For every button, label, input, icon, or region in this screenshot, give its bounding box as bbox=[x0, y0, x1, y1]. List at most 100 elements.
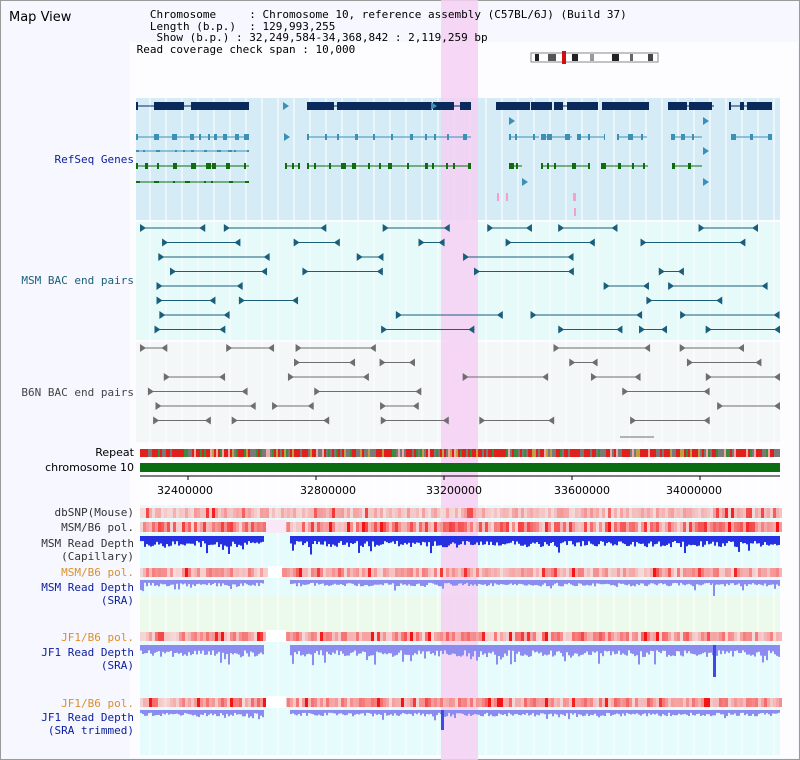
msm-bac-label[interactable]: MSM BAC end pairs bbox=[21, 274, 134, 287]
jf1-pol-cell bbox=[671, 632, 674, 641]
repeat-feature bbox=[278, 449, 280, 457]
jf1-depth-bar bbox=[346, 645, 348, 656]
dbsnp-cell bbox=[575, 508, 578, 518]
jf1-trim-bar bbox=[758, 710, 760, 714]
jf1-pol-cell bbox=[698, 632, 701, 641]
msm-bac-pair-end bbox=[377, 253, 384, 261]
msm-depth-sra-bar bbox=[232, 580, 234, 585]
jf1-depth-bar bbox=[692, 645, 694, 655]
jf1-trim-bar bbox=[368, 710, 370, 714]
jf1-pol-cell bbox=[635, 632, 638, 641]
msm-pol-sra-cell bbox=[173, 568, 176, 577]
jf1-pol-trim-cell bbox=[572, 698, 575, 707]
msm-pol-sra-cell bbox=[245, 568, 248, 577]
msm-depth-sra-bar bbox=[472, 580, 474, 586]
msm-pol-cell bbox=[680, 522, 683, 532]
dbsnp-label: dbSNP(Mouse) bbox=[54, 506, 134, 519]
jf1-depth-bar bbox=[444, 645, 446, 651]
jf1-depth-bar bbox=[704, 645, 706, 653]
repeat-feature bbox=[306, 449, 308, 457]
msm-depth-cap-bar bbox=[562, 536, 564, 543]
msm-pol-sra-cell bbox=[626, 568, 629, 577]
msm-pol-sra-cell bbox=[758, 568, 761, 577]
gene-exon bbox=[541, 163, 543, 169]
msm-pol-cell bbox=[416, 522, 419, 532]
msm-depth-cap-bar bbox=[360, 536, 362, 546]
msm-depth-cap-bar bbox=[324, 536, 326, 542]
msm-bac-pair-end bbox=[751, 224, 758, 232]
jf1-trim-bar bbox=[166, 710, 168, 714]
msm-depth-sra-bar bbox=[438, 580, 440, 587]
msm-pol-cell bbox=[170, 522, 173, 532]
repeat-feature bbox=[752, 449, 754, 457]
jf1-pol-cell bbox=[419, 632, 422, 641]
snp-mark bbox=[506, 193, 508, 201]
jf1-pol-cell bbox=[524, 632, 527, 641]
msm-depth-sra-bar bbox=[292, 580, 294, 584]
msm-pol-cell bbox=[308, 522, 311, 532]
gene-exon bbox=[285, 163, 287, 169]
msm-pol-sra-cell bbox=[479, 568, 482, 577]
jf1-pol-trim-cell bbox=[344, 698, 347, 707]
repeat-feature bbox=[168, 449, 170, 457]
jf1-pol-trim-cell bbox=[401, 698, 404, 707]
jf1-depth-bar bbox=[184, 645, 186, 655]
msm-depth-cap-bar bbox=[494, 536, 496, 546]
jf1-pol-cell bbox=[392, 632, 395, 641]
repeat-feature bbox=[184, 449, 186, 457]
jf1-trim-bar bbox=[636, 710, 638, 714]
strand-arrow bbox=[522, 178, 528, 186]
msm-bac-pair-end bbox=[739, 238, 746, 247]
jf1-depth-bar bbox=[528, 645, 530, 657]
jf1-pol-label: JF1/B6 pol. bbox=[61, 631, 134, 644]
jf1-depth-bar bbox=[724, 645, 726, 654]
msm-pol-sra-cell bbox=[524, 568, 527, 577]
msm-depth-cap-bar bbox=[744, 536, 746, 544]
msm-depth-sra-bar bbox=[242, 580, 244, 586]
msm-depth-sra-bar bbox=[530, 580, 532, 586]
msm-depth-sra-bar bbox=[342, 580, 344, 585]
dbsnp-cell bbox=[629, 508, 632, 518]
jf1-trim-bar bbox=[434, 710, 436, 721]
msm-bac-pair-end bbox=[680, 311, 687, 319]
dbsnp-cell bbox=[251, 508, 254, 518]
jf1-pol-trim-cell bbox=[398, 698, 401, 707]
msm-pol-cell bbox=[194, 522, 197, 532]
refseq-genes-label[interactable]: RefSeq Genes bbox=[54, 153, 134, 166]
jf1-depth-bar bbox=[414, 645, 416, 654]
msm-pol-cell bbox=[473, 522, 476, 532]
gene-exon bbox=[672, 163, 675, 169]
repeat-feature bbox=[314, 449, 316, 457]
msm-pol-cell bbox=[149, 522, 152, 532]
msm-pol-sra-cell bbox=[701, 568, 704, 577]
strand-arrow bbox=[283, 102, 289, 110]
repeat-feature bbox=[662, 449, 664, 457]
msm-depth-sra-bar bbox=[626, 580, 628, 586]
jf1-trim-bar bbox=[638, 710, 640, 715]
jf1-depth-bar bbox=[546, 645, 548, 656]
msm-depth-sra-bar bbox=[708, 580, 710, 584]
msm-depth-cap-bar bbox=[682, 536, 684, 542]
msm-depth-sra-bar bbox=[716, 580, 718, 585]
msm-depth-sra-bar bbox=[492, 580, 494, 587]
msm-pol-sra-cell bbox=[218, 568, 221, 577]
jf1-pol-trim-cell bbox=[365, 698, 368, 707]
msm-depth-cap-bar bbox=[476, 536, 478, 543]
msm-depth-cap-bar bbox=[594, 536, 596, 546]
msm-depth-cap-bar bbox=[150, 536, 152, 547]
b6n-bac-pair-end bbox=[369, 344, 376, 352]
msm-depth-cap-bar bbox=[226, 536, 228, 547]
msm-pol-sra-cell bbox=[395, 568, 398, 577]
b6n-bac-label[interactable]: B6N BAC end pairs bbox=[21, 386, 134, 399]
jf1-pol-trim-cell bbox=[263, 698, 266, 707]
repeat-feature bbox=[608, 449, 610, 457]
msm-bac-pair-end bbox=[356, 253, 363, 261]
msm-depth-cap-bar bbox=[184, 536, 186, 546]
jf1-depth-label-2: (SRA) bbox=[100, 659, 134, 672]
repeat-feature bbox=[616, 449, 618, 457]
msm-pol-sra-cell bbox=[518, 568, 521, 577]
repeat-feature bbox=[650, 449, 652, 457]
jf1-trim-bar bbox=[544, 710, 546, 715]
jf1-trim-bar bbox=[546, 710, 548, 719]
dbsnp-cell bbox=[542, 508, 545, 518]
